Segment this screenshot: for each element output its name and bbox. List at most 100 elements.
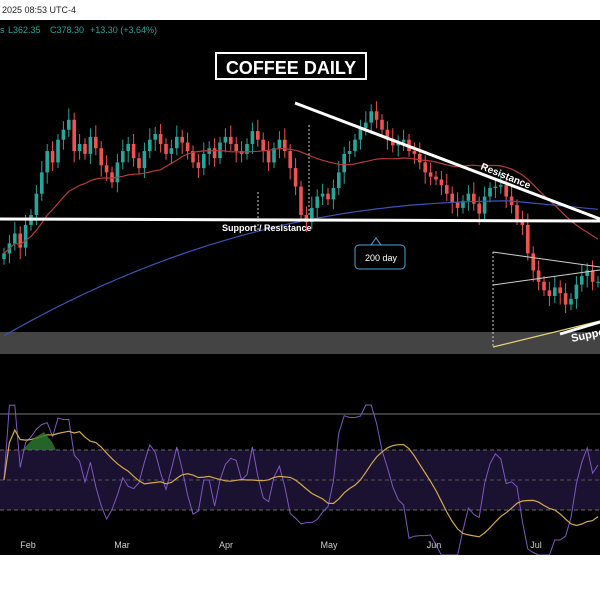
candle bbox=[472, 182, 476, 211]
candle bbox=[261, 132, 265, 163]
candle bbox=[77, 134, 82, 160]
candle bbox=[148, 128, 152, 159]
candle bbox=[499, 173, 503, 194]
candle bbox=[234, 136, 238, 163]
candle bbox=[185, 132, 190, 160]
timestamp: 2025 08:53 UTC-4 bbox=[2, 5, 77, 15]
x-axis-label: Jul bbox=[530, 540, 542, 550]
candle bbox=[547, 281, 552, 306]
candle bbox=[320, 183, 325, 206]
candle bbox=[347, 141, 352, 163]
candle bbox=[353, 134, 357, 157]
candle bbox=[337, 161, 341, 196]
candle bbox=[520, 210, 525, 235]
candle bbox=[180, 129, 184, 154]
candle bbox=[283, 128, 287, 159]
candle bbox=[202, 142, 206, 176]
candle bbox=[569, 293, 573, 311]
ma200-label: 200 day bbox=[365, 253, 398, 263]
candle bbox=[158, 124, 163, 153]
candle bbox=[45, 143, 49, 184]
candle bbox=[67, 108, 71, 137]
candle bbox=[212, 138, 217, 167]
candle bbox=[126, 136, 130, 163]
rsi-line bbox=[3, 404, 599, 556]
candle bbox=[461, 195, 465, 214]
candle bbox=[169, 139, 174, 164]
support-trendline-bold bbox=[559, 320, 600, 336]
rsi-ma-line bbox=[3, 428, 599, 538]
chart-canvas[interactable]: Resistance Support / Resistance 200 day … bbox=[0, 20, 600, 556]
candle bbox=[542, 276, 546, 296]
footer bbox=[0, 555, 600, 600]
candle bbox=[207, 141, 211, 166]
candle bbox=[175, 125, 179, 156]
candle bbox=[580, 264, 584, 292]
candle bbox=[266, 141, 271, 171]
candle bbox=[18, 226, 22, 260]
x-axis-label: Apr bbox=[219, 540, 233, 550]
candle bbox=[137, 152, 141, 174]
candle bbox=[423, 155, 427, 184]
x-axis-label: Mar bbox=[114, 540, 130, 550]
x-axis: Feb Mar Apr May Jun Jul bbox=[20, 540, 542, 550]
candle bbox=[315, 189, 319, 220]
candle bbox=[99, 141, 103, 177]
candle bbox=[196, 153, 201, 179]
candle bbox=[326, 188, 330, 206]
candle bbox=[250, 122, 255, 154]
candle bbox=[223, 128, 228, 153]
candle bbox=[121, 139, 125, 170]
candle bbox=[2, 247, 6, 265]
candle bbox=[83, 138, 87, 160]
candle bbox=[396, 135, 400, 157]
rsi-band bbox=[0, 450, 600, 510]
candle bbox=[358, 119, 363, 150]
candle bbox=[104, 155, 109, 181]
candle bbox=[531, 246, 535, 282]
candle bbox=[590, 260, 595, 291]
candle bbox=[428, 162, 433, 186]
candle bbox=[110, 166, 114, 188]
candle bbox=[88, 128, 93, 164]
candle bbox=[558, 280, 562, 305]
candle bbox=[488, 182, 492, 203]
candle bbox=[13, 222, 17, 251]
candle bbox=[131, 134, 136, 167]
chart-header: 2025 08:53 UTC-4 bbox=[0, 0, 600, 20]
candle bbox=[72, 112, 76, 163]
candle bbox=[418, 142, 422, 170]
candle bbox=[277, 131, 282, 159]
candle bbox=[94, 125, 98, 156]
candle bbox=[574, 276, 579, 309]
candle bbox=[331, 179, 336, 210]
candle bbox=[61, 121, 66, 150]
candle bbox=[380, 114, 384, 136]
candle bbox=[229, 125, 233, 152]
support-trendline bbox=[492, 320, 600, 348]
candle bbox=[310, 196, 314, 230]
ohlc-change: +13.30 (+3.64%) bbox=[90, 25, 158, 35]
candle bbox=[563, 283, 568, 314]
candle bbox=[553, 276, 557, 304]
candle bbox=[142, 142, 147, 179]
candle bbox=[445, 173, 449, 201]
rsi-overbought-fill bbox=[22, 432, 56, 450]
candle bbox=[245, 138, 249, 160]
ohlc-low: L362.35 bbox=[8, 25, 41, 35]
candle bbox=[596, 276, 600, 288]
candle bbox=[56, 134, 60, 169]
candle bbox=[115, 153, 120, 193]
candle bbox=[482, 186, 487, 223]
price-chart[interactable]: Resistance Support / Resistance 200 day … bbox=[0, 20, 600, 556]
x-axis-label: May bbox=[320, 540, 338, 550]
channel-upper-line bbox=[492, 251, 600, 268]
support-label: Suppo bbox=[570, 326, 600, 345]
candle bbox=[293, 158, 298, 196]
candle bbox=[450, 186, 454, 214]
support-resistance-line bbox=[0, 217, 600, 223]
support-zone bbox=[0, 332, 600, 354]
candle bbox=[401, 129, 406, 152]
support-resistance-label: Support / Resistance bbox=[222, 223, 312, 233]
candle bbox=[439, 170, 444, 196]
